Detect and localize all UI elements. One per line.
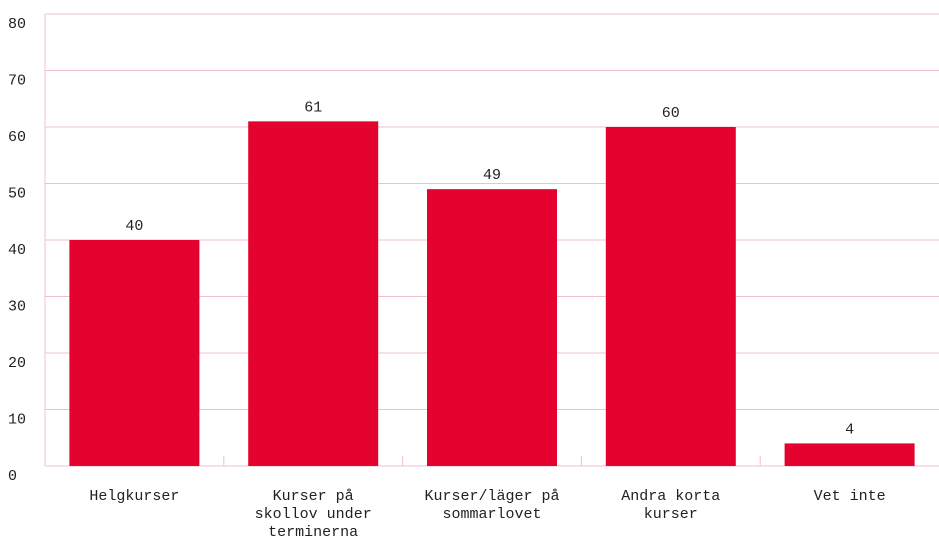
y-tick-label: 80 [8,16,26,33]
y-tick-label: 30 [8,298,26,315]
value-label: 4 [845,421,854,438]
bar [248,121,379,466]
value-label: 61 [304,99,322,116]
value-label: 60 [662,105,680,122]
x-tick-label: Vet inte [813,488,886,505]
x-tick-label: Helgkurser [89,488,180,505]
y-tick-label: 0 [8,468,17,485]
bar [427,189,557,466]
y-tick-label: 10 [8,411,26,428]
y-tick-label: 60 [8,129,26,146]
bar [784,443,915,466]
value-label: 49 [483,167,501,184]
y-tick-label: 20 [8,355,26,372]
x-tick-label: Kurser på skollov under terminerna [254,488,372,541]
bar [605,127,736,466]
y-tick-label: 70 [8,72,26,89]
value-label: 40 [125,218,143,235]
x-tick-label: Kurser/läger på sommarlovet [424,488,560,523]
y-tick-label: 50 [8,185,26,202]
x-tick-label: Andra korta kurser [621,488,721,523]
bar [69,240,200,466]
y-tick-label: 40 [8,242,26,259]
